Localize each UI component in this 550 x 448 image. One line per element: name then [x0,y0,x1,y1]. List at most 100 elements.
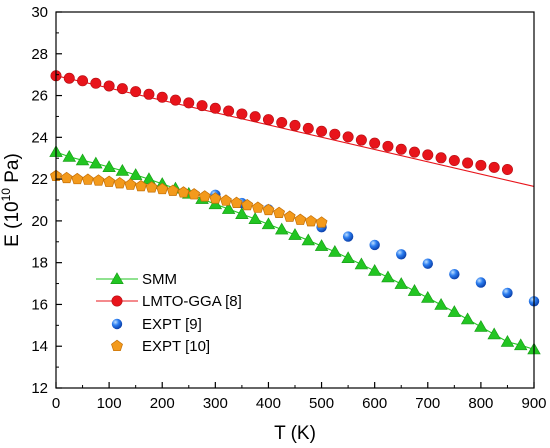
series-3 [50,169,328,228]
data-point [434,298,448,310]
y-tick-label: 28 [31,46,48,63]
x-tick-label: 600 [362,395,387,412]
data-point [394,277,408,289]
legend: SMM LMTO-GGA [8] EXPT [9] EXPT [10] [96,271,242,355]
data-point [156,91,168,103]
y-tick-label: 22 [31,171,48,188]
legend-marker [110,272,124,284]
legend-marker [111,318,123,330]
data-point [103,175,116,187]
x-tick-label: 800 [468,395,493,412]
y-axis-title: E (1010 Pa) [0,153,23,247]
legend-item: LMTO-GGA [8] [96,293,242,310]
data-point [262,114,274,126]
y-tick-label: 20 [31,213,48,230]
data-point [462,157,474,169]
data-point [354,257,369,270]
data-point [166,184,179,196]
data-point [183,97,195,109]
data-point [305,215,317,227]
x-tick-label: 100 [97,395,122,412]
data-point [220,194,232,206]
data-point [395,143,407,155]
y-tick-label: 14 [31,338,48,355]
data-point [294,213,307,225]
data-point [156,182,169,195]
data-point [188,188,201,200]
x-tick-label: 500 [309,395,334,412]
data-point [435,152,447,164]
data-point [262,203,275,216]
data-point [89,156,103,169]
data-point [316,125,328,137]
data-point [381,270,395,283]
data-point [103,80,115,92]
data-point [500,335,515,347]
data-point [128,168,143,180]
data-point [145,181,158,193]
series-layer [49,70,541,355]
x-tick-label: 400 [256,395,281,412]
data-point [81,173,94,185]
legend-label: SMM [142,271,177,288]
data-point [143,88,155,100]
legend-label: EXPT [10] [142,338,210,355]
data-point [198,190,211,202]
data-point [447,305,462,317]
data-point [142,172,156,185]
data-point [209,192,222,204]
data-point [288,228,302,240]
data-point [369,137,381,149]
x-tick-label: 900 [521,395,546,412]
data-point [421,290,435,303]
data-point [116,83,128,95]
data-point [448,155,460,167]
data-point [314,239,329,251]
y-tick-label: 24 [31,129,48,146]
y-tick-label: 12 [31,380,48,397]
data-point [62,149,76,162]
series-0 [49,145,541,355]
series-1 [50,70,535,187]
legend-item: SMM [96,271,177,288]
x-tick-label: 0 [52,395,60,412]
data-point [328,244,342,257]
data-point [170,94,182,106]
data-point [501,164,513,176]
plot-frame [55,11,535,389]
legend-marker [111,295,123,307]
data-point [488,161,500,173]
data-point [90,77,102,89]
legend-item: EXPT [9] [111,316,202,333]
data-point [124,178,137,190]
data-point [261,217,276,230]
data-point [289,119,301,131]
data-point [382,140,394,152]
data-point [315,216,328,228]
data-point [75,153,90,166]
y-tick-label: 18 [31,255,48,272]
y-tick-label: 26 [31,88,48,105]
data-point [241,198,254,211]
data-point [396,249,407,260]
data-point [221,202,236,214]
data-point [248,212,262,224]
y-axis-title-unit: Pa) [2,153,23,188]
data-point [135,179,147,192]
data-point [223,105,235,117]
data-point [487,327,501,340]
x-tick-label: 300 [203,395,228,412]
legend-item: EXPT [10] [111,338,210,355]
data-point [275,222,289,235]
data-point [342,231,354,242]
data-point [407,284,422,296]
data-point [369,239,380,251]
y-axis-title-exponent: 10 [0,188,13,202]
y-tick-label: 30 [31,4,48,21]
data-point [130,86,142,98]
data-point [113,177,126,189]
data-point [230,196,243,208]
data-point [249,111,261,123]
data-point [196,100,208,112]
